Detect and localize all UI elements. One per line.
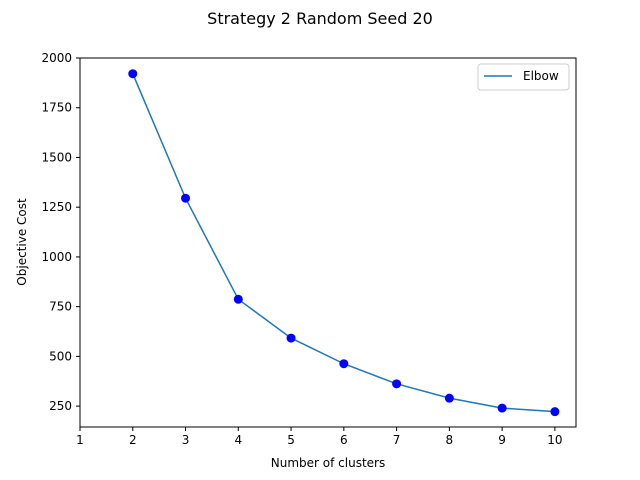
y-tick-label: 1500 xyxy=(41,150,72,164)
y-tick-label: 2000 xyxy=(41,51,72,65)
x-tick-label: 3 xyxy=(182,433,190,447)
x-tick-label: 4 xyxy=(234,433,242,447)
data-point xyxy=(550,407,560,417)
chart-title: Strategy 2 Random Seed 20 xyxy=(207,9,433,28)
data-point xyxy=(339,359,349,369)
y-tick-label: 1750 xyxy=(41,101,72,115)
y-tick-label: 1250 xyxy=(41,200,72,214)
legend-label-elbow: Elbow xyxy=(523,69,559,83)
y-axis: 250 500 750 1000 1250 1500 1750 2000 xyxy=(41,51,80,413)
x-tick-label: 7 xyxy=(393,433,401,447)
data-point xyxy=(286,333,296,343)
x-axis: 1 2 3 4 5 6 7 8 9 10 xyxy=(76,427,563,447)
x-tick-label: 2 xyxy=(129,433,137,447)
series-layer xyxy=(128,69,560,417)
x-tick-label: 1 xyxy=(76,433,84,447)
data-point xyxy=(497,403,507,413)
x-axis-label: Number of clusters xyxy=(271,456,385,470)
plot-area xyxy=(79,57,577,428)
y-axis-label: Objective Cost xyxy=(15,198,29,286)
y-tick-label: 750 xyxy=(49,300,72,314)
data-point xyxy=(128,69,138,79)
x-tick-label: 5 xyxy=(287,433,295,447)
x-tick-label: 6 xyxy=(340,433,348,447)
data-point xyxy=(392,379,402,389)
x-tick-label: 9 xyxy=(498,433,506,447)
y-tick-label: 1000 xyxy=(41,250,72,264)
y-tick-label: 500 xyxy=(49,349,72,363)
x-tick-label: 8 xyxy=(446,433,454,447)
data-point xyxy=(233,294,243,304)
data-point xyxy=(444,393,454,403)
data-point xyxy=(181,193,191,203)
y-tick-label: 250 xyxy=(49,399,72,413)
x-tick-label: 10 xyxy=(547,433,562,447)
legend-box xyxy=(477,63,570,91)
legend: Elbow xyxy=(477,63,570,91)
